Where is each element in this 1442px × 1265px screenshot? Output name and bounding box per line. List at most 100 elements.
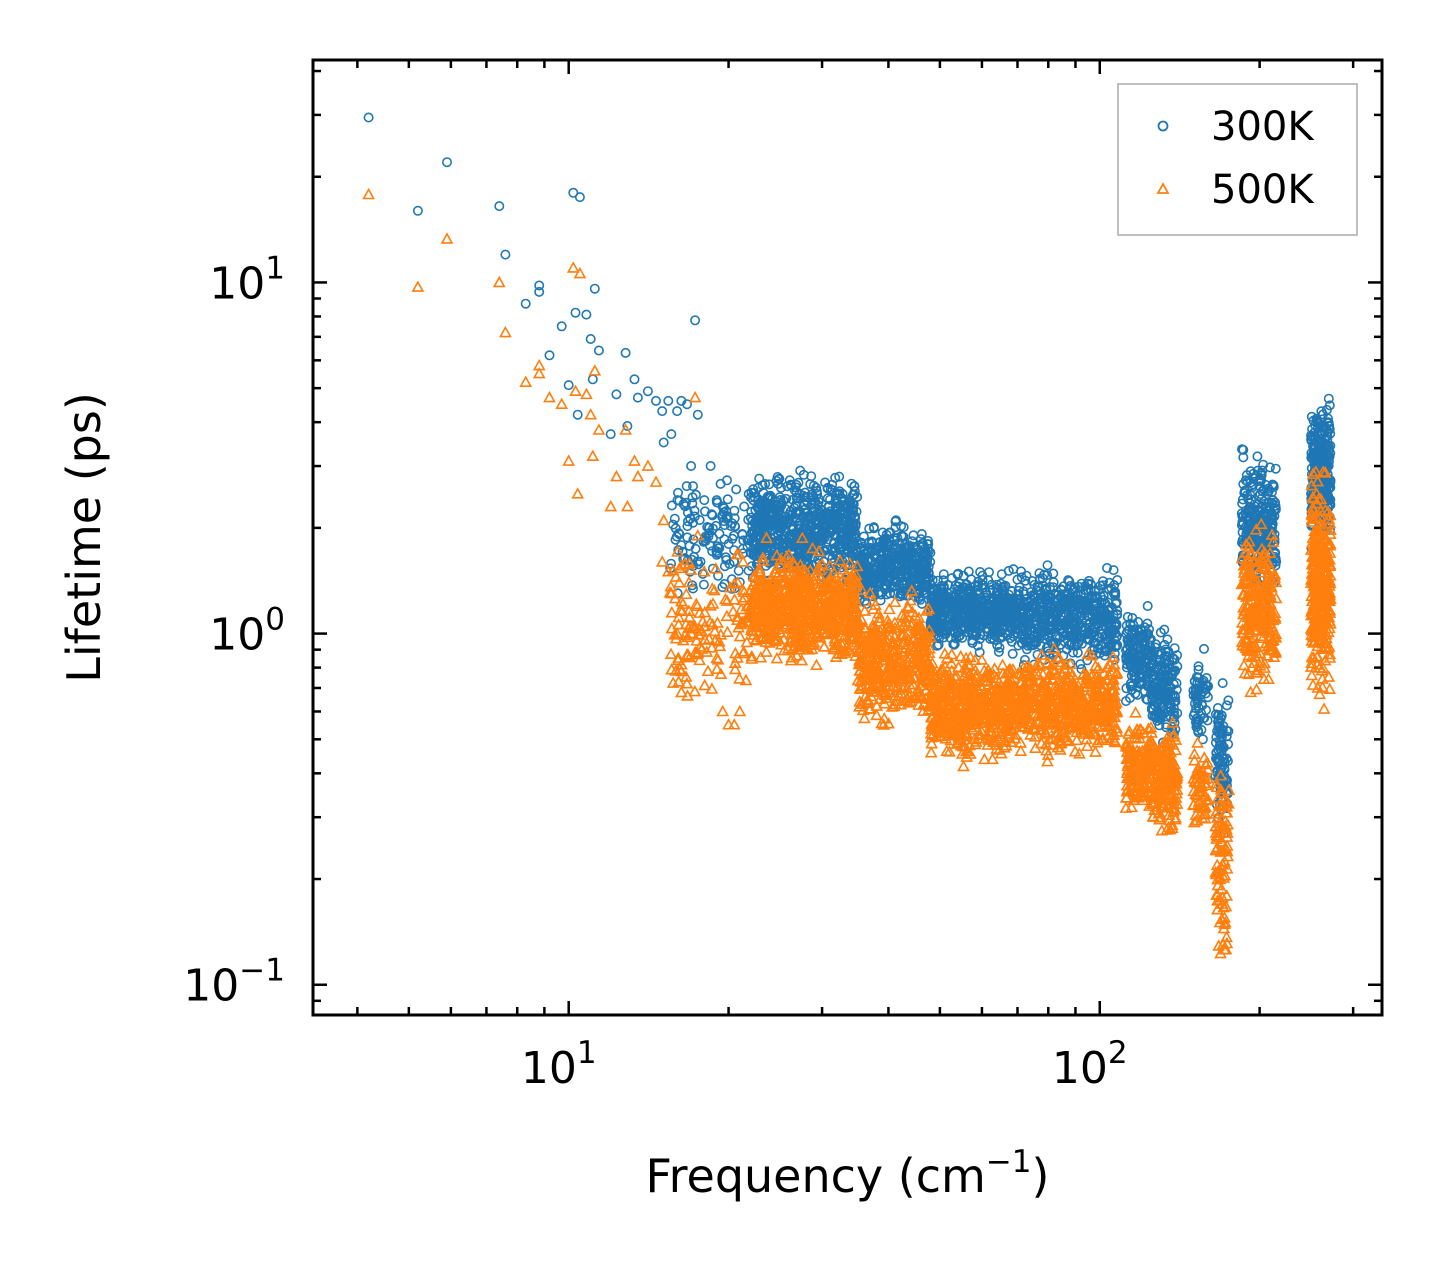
- point-500K: [889, 694, 903, 706]
- point-500K: [693, 653, 706, 666]
- point-300K: [753, 529, 764, 540]
- point-500K: [821, 602, 834, 615]
- point-500K: [791, 588, 804, 600]
- point-300K: [666, 500, 677, 511]
- point-300K: [1065, 611, 1076, 622]
- point-300K: [1152, 676, 1163, 687]
- point-300K: [881, 550, 892, 561]
- point-500K: [909, 624, 923, 636]
- point-300K: [1029, 579, 1040, 590]
- point-300K: [1217, 678, 1228, 689]
- point-500K: [906, 605, 919, 618]
- point-500K: [749, 611, 762, 624]
- point-500K: [714, 628, 728, 640]
- point-500K: [841, 577, 855, 589]
- point-300K: [989, 634, 1000, 645]
- point-300K: [1169, 696, 1180, 707]
- point-300K: [754, 473, 765, 484]
- point-300K: [938, 569, 949, 580]
- point-500K: [924, 630, 937, 643]
- point-500K: [862, 702, 876, 714]
- point-500K: [708, 633, 722, 646]
- point-500K: [827, 642, 841, 655]
- point-500K: [903, 689, 916, 702]
- point-300K: [810, 531, 821, 542]
- point-300K: [672, 487, 683, 498]
- point-500K: [831, 606, 845, 618]
- point-300K: [731, 484, 742, 495]
- point-300K: [922, 539, 933, 550]
- point-300K: [1189, 676, 1200, 687]
- point-300K: [1107, 624, 1118, 635]
- point-300K: [993, 610, 1004, 621]
- point-500K: [768, 566, 782, 578]
- point-500K: [892, 656, 905, 668]
- point-300K: [1106, 583, 1117, 594]
- point-300K: [836, 531, 847, 542]
- point-300K: [673, 545, 684, 556]
- point-300K: [1029, 626, 1040, 637]
- point-500K: [838, 644, 852, 656]
- point-300K: [1009, 619, 1020, 630]
- point-300K: [1110, 641, 1121, 652]
- point-500K: [737, 645, 751, 657]
- point-500K: [877, 718, 890, 730]
- point-300K: [1039, 613, 1050, 624]
- point-300K: [771, 475, 782, 486]
- point-300K: [1260, 532, 1271, 543]
- point-300K: [856, 538, 867, 549]
- point-300K: [959, 611, 970, 622]
- point-300K: [1050, 608, 1061, 619]
- point-300K: [642, 386, 653, 397]
- point-500K: [873, 611, 886, 623]
- point-500K: [873, 615, 887, 627]
- point-300K: [751, 523, 762, 534]
- point-300K: [834, 471, 845, 482]
- point-500K: [689, 645, 702, 658]
- point-500K: [733, 672, 746, 684]
- point-300K: [993, 616, 1004, 627]
- point-300K: [970, 629, 981, 640]
- point-500K: [903, 669, 916, 681]
- point-500K: [713, 639, 727, 652]
- point-300K: [1316, 439, 1327, 450]
- point-300K: [864, 542, 875, 553]
- point-300K: [687, 580, 698, 591]
- point-500K: [705, 682, 719, 694]
- point-500K: [774, 559, 787, 571]
- point-500K: [728, 593, 741, 605]
- point-300K: [1108, 609, 1119, 620]
- point-300K: [948, 639, 959, 650]
- point-500K: [672, 576, 686, 588]
- point-300K: [946, 619, 957, 630]
- point-500K: [878, 649, 891, 661]
- point-300K: [895, 589, 906, 600]
- point-500K: [817, 640, 831, 652]
- point-300K: [1063, 575, 1074, 586]
- point-500K: [828, 625, 842, 638]
- point-500K: [906, 632, 920, 644]
- point-300K: [581, 309, 592, 320]
- point-500K: [761, 604, 775, 616]
- point-300K: [795, 554, 806, 565]
- point-300K: [713, 570, 724, 581]
- point-300K: [868, 523, 879, 534]
- point-300K: [1125, 635, 1136, 646]
- point-500K: [889, 697, 902, 710]
- point-500K: [888, 595, 902, 608]
- point-500K: [821, 604, 834, 617]
- point-500K: [907, 660, 921, 673]
- point-300K: [992, 640, 1003, 651]
- point-500K: [813, 569, 826, 581]
- point-500K: [672, 618, 685, 630]
- point-500K: [894, 627, 908, 640]
- point-300K: [681, 399, 692, 410]
- point-300K: [1158, 684, 1169, 695]
- point-300K: [880, 584, 891, 595]
- point-300K: [907, 536, 918, 547]
- point-500K: [731, 576, 745, 588]
- point-500K: [831, 580, 844, 593]
- point-300K: [585, 333, 596, 344]
- point-500K: [703, 615, 717, 628]
- series-300K: [363, 112, 1336, 839]
